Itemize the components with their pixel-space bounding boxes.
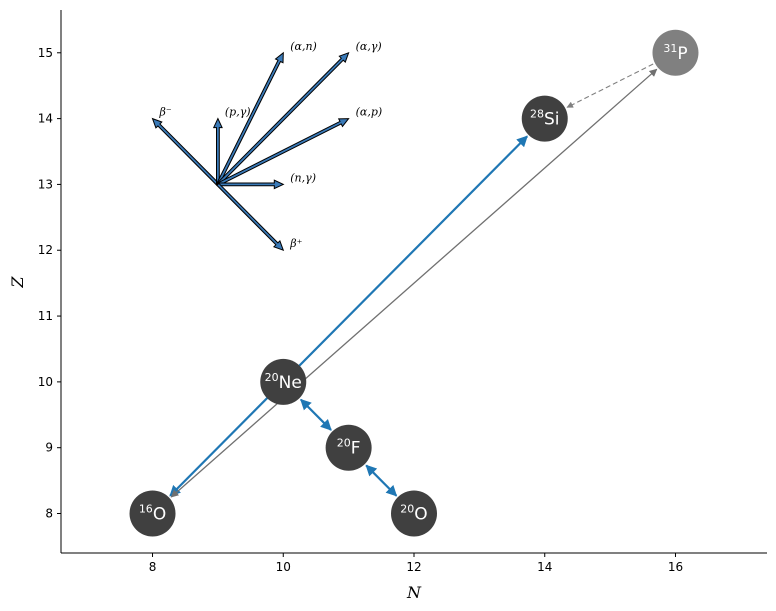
y-tick-label: 13 (38, 177, 53, 191)
x-axis-label: N (406, 583, 422, 602)
axes (60, 10, 767, 554)
link-O16-P31 (170, 68, 658, 498)
nuclide-symbol: Si (544, 110, 560, 130)
y-tick-label: 10 (38, 375, 53, 389)
key-arrow-label: β⁻ (159, 106, 172, 119)
y-tick-label: 8 (45, 507, 53, 521)
key-arrow-label: (p,γ) (225, 106, 251, 119)
nuclide-marker-O16 (129, 490, 176, 537)
nuclide-label-P31: 31P (663, 42, 687, 64)
link-P31-Si28 (566, 63, 654, 108)
key-arrow (217, 179, 285, 190)
nuclide-mass: 20 (337, 437, 351, 450)
key-arrow (212, 117, 223, 185)
x-tick-label: 16 (668, 560, 683, 574)
nuclide-mass: 20 (400, 503, 414, 516)
nuclide-marker-O20 (391, 490, 437, 537)
key-arrow (151, 117, 220, 187)
y-tick-label: 9 (45, 441, 53, 455)
nuclide-symbol: P (677, 44, 687, 64)
key-arrow-label: (α,p) (356, 106, 383, 119)
key-arrow (215, 51, 284, 186)
key-arrow-label: β⁺ (289, 237, 302, 250)
y-tick-label: 11 (38, 309, 53, 323)
nuclide-symbol: F (351, 439, 361, 459)
y-tick-label: 14 (38, 112, 53, 126)
nuclide-mass: 20 (265, 371, 279, 384)
key-arrow (216, 118, 350, 187)
nuclide-label-O20: 20O (400, 503, 427, 525)
nuclide-label-Si28: 28Si (530, 108, 560, 130)
key-arrow-label: (n,γ) (290, 171, 316, 184)
nuclide-marker-Ne20 (260, 358, 307, 405)
link-Ne20-F20 (300, 398, 332, 431)
axis-ticks: 8 10 12 14 16 8 9 10 11 12 13 14 15 (38, 46, 683, 574)
y-axis-label: Z (8, 276, 27, 289)
nuclide-label-O16: 16O (139, 503, 166, 525)
link-F20-O20 (365, 464, 398, 497)
nuclide-mass: 31 (663, 42, 677, 55)
reaction-links (169, 63, 658, 498)
nuclide-marker-P31 (652, 29, 699, 76)
x-tick-label: 14 (537, 560, 552, 574)
nuclide-symbol: O (153, 505, 166, 525)
reaction-key: β⁻ (p,γ) (α,n) (α,γ) (α,p) (n,γ) β⁺ (151, 40, 383, 252)
x-tick-label: 10 (276, 560, 291, 574)
nuclide-label-Ne20: 20Ne (265, 371, 302, 393)
y-tick-label: 15 (38, 46, 53, 60)
nuclide-mass: 16 (139, 503, 153, 516)
nuclide-mass: 28 (530, 108, 544, 121)
x-tick-label: 12 (406, 560, 421, 574)
nuclide-marker-F20 (325, 424, 372, 471)
key-arrow (216, 51, 350, 187)
nuclide-marker-Si28 (521, 95, 568, 142)
key-arrow (216, 182, 285, 252)
y-tick-label: 12 (38, 243, 53, 257)
x-tick-label: 8 (149, 560, 157, 574)
nuclide-symbol: Ne (279, 373, 302, 393)
nuclide-symbol: O (414, 505, 427, 525)
nuclide-label-F20: 20F (337, 437, 361, 459)
key-arrow-label: (α,γ) (356, 40, 382, 53)
key-arrow-label: (α,n) (290, 40, 317, 53)
